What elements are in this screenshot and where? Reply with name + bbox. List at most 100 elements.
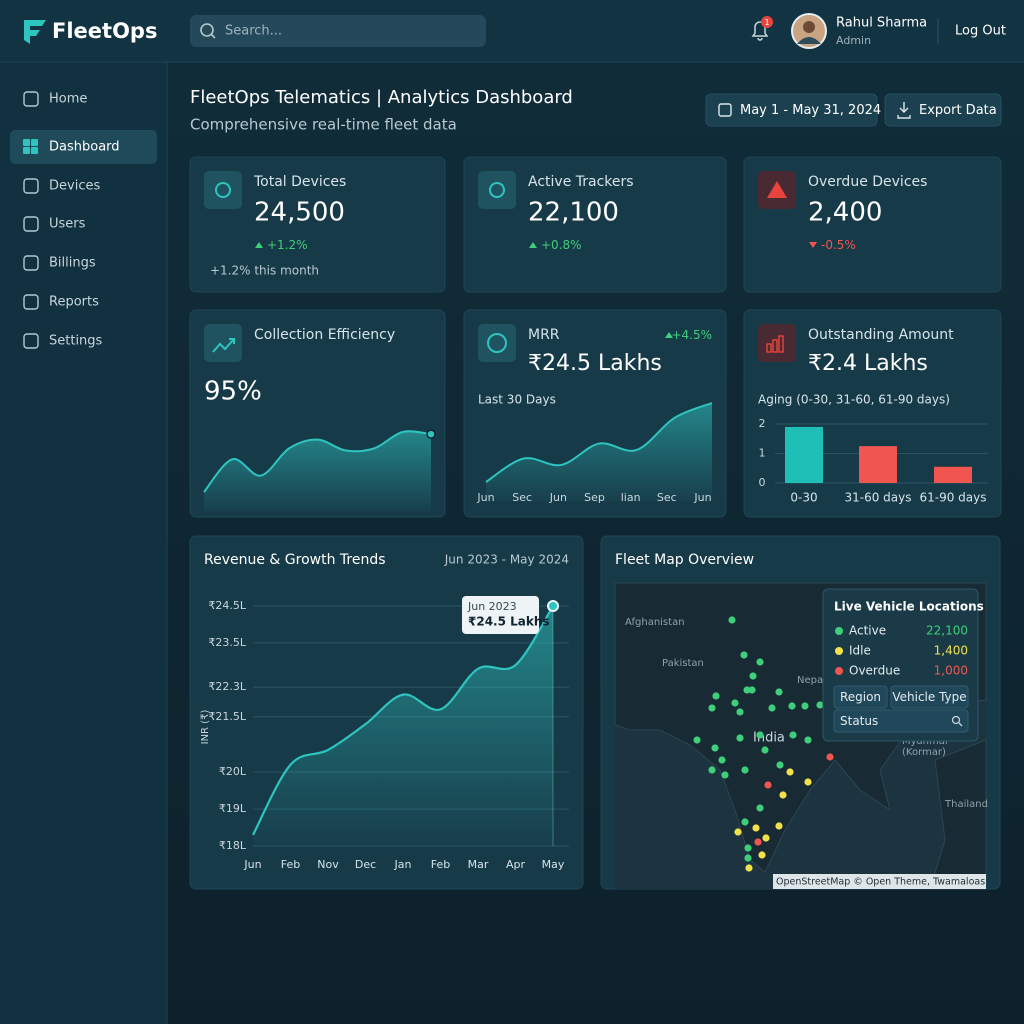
vehicle-dot [743,686,751,694]
vehicle-dot [816,701,824,709]
stat-icon-glyph [215,182,231,198]
x-tick-label: lian [621,491,641,504]
stat-label: Total Devices [253,174,346,190]
nav-item[interactable]: Home [49,92,87,107]
vehicle-dot [708,766,716,774]
nav-item[interactable]: Settings [49,334,103,349]
nav-icon [23,147,30,154]
nav-icon [31,139,38,146]
bar [859,446,897,483]
avatar-head [803,21,815,33]
vehicle-dot [749,672,757,680]
nav-icon [23,294,39,310]
page-subtitle: Comprehensive real-time fleet data [190,116,457,134]
x-tick-label: Apr [506,858,526,871]
filter-button[interactable] [890,685,969,709]
vehicle-dot [712,692,720,700]
search-placeholder: Search... [225,24,282,39]
stat-icon [478,171,516,209]
stat-change: +0.8% [541,238,582,252]
user-name: Rahul Sharma [836,16,927,31]
nav-item[interactable]: Users [49,217,86,232]
y-tick-label: 2 [759,417,766,430]
rupee-icon [487,333,507,353]
legend-name: Idle [849,644,871,658]
vehicle-dot [734,828,742,836]
bell-icon[interactable] [751,21,769,41]
highlight-point [547,600,559,612]
vehicle-dot [775,822,783,830]
date-range: May 1 - May 31, 2024 [740,103,881,118]
vehicle-dot [776,761,784,769]
y-tick-label: ₹20L [219,765,247,778]
trend-arrow [809,242,817,248]
x-tick-label: Jun [243,858,261,871]
export-label: Export Data [919,103,997,118]
export-button[interactable] [884,93,1002,127]
vehicle-dot [756,804,764,812]
x-tick-label: Dec [355,858,376,871]
kpi-label: MRR [528,327,560,343]
logout-button[interactable]: Log Out [955,24,1006,39]
calendar-icon [718,103,732,117]
kpi-value: 95% [204,377,262,407]
user-role: Admin [836,34,871,47]
trend-arrow [665,332,673,338]
revenue-line [252,605,554,836]
vehicle-dot [708,704,716,712]
y-axis-label: INR (₹) [200,710,211,745]
search-box[interactable] [190,15,486,47]
vehicle-dot [718,756,726,764]
tooltip [462,596,539,634]
legend-value: 1,400 [934,644,968,658]
sparkline [485,402,713,483]
x-tick-label: May [542,858,565,871]
sparkline-area [204,431,431,512]
vehicle-dot [762,834,770,842]
stat-value: 24,500 [254,198,345,228]
filter-label: Region [840,690,881,704]
vehicle-dot [768,704,776,712]
bars-icon [772,339,778,353]
kpi-icon [478,324,516,362]
vehicle-dot [786,768,794,776]
x-tick-label: 61-90 days [919,491,986,505]
stat-icon [204,171,242,209]
nav-icon [23,139,30,146]
x-tick-label: Sec [657,491,677,504]
x-tick-label: 0-30 [790,491,817,505]
nav-item[interactable]: Billings [49,256,96,271]
vehicle-dot [789,731,797,739]
avatar-body [797,37,821,44]
kpi-change: +4.5% [671,328,712,342]
filter-button[interactable] [833,685,888,709]
kpi-label: Outstanding Amount [808,327,954,343]
x-tick-label: Jan [394,858,412,871]
vehicle-dot [764,781,772,789]
brand-logo [24,20,46,44]
sidebar [0,62,167,1024]
date-range-button[interactable] [705,93,878,127]
trend-arrow [255,242,263,248]
nav-item[interactable]: Devices [49,179,100,194]
stat-card [189,156,446,293]
vehicle-dot [754,838,762,846]
x-tick-label: 31-60 days [844,491,911,505]
sparkline-end [426,429,436,439]
nav-item[interactable]: Reports [49,295,99,310]
nav-item[interactable]: Dashboard [49,140,120,155]
legend-dot [835,627,843,635]
y-tick-label: ₹24.5L [208,599,246,612]
filter-button[interactable] [833,709,969,733]
stat-card [743,156,1002,293]
stat-change: +1.2% [267,238,308,252]
legend-value: 22,100 [926,624,968,638]
download-icon [897,102,911,119]
y-tick-label: ₹23.5L [208,636,246,649]
map-label: Afghanistan [625,617,685,628]
map-label: Thailand [944,799,988,810]
vehicle-dot [804,778,812,786]
x-tick-label: Mar [468,858,489,871]
vehicle-dot [748,686,756,694]
